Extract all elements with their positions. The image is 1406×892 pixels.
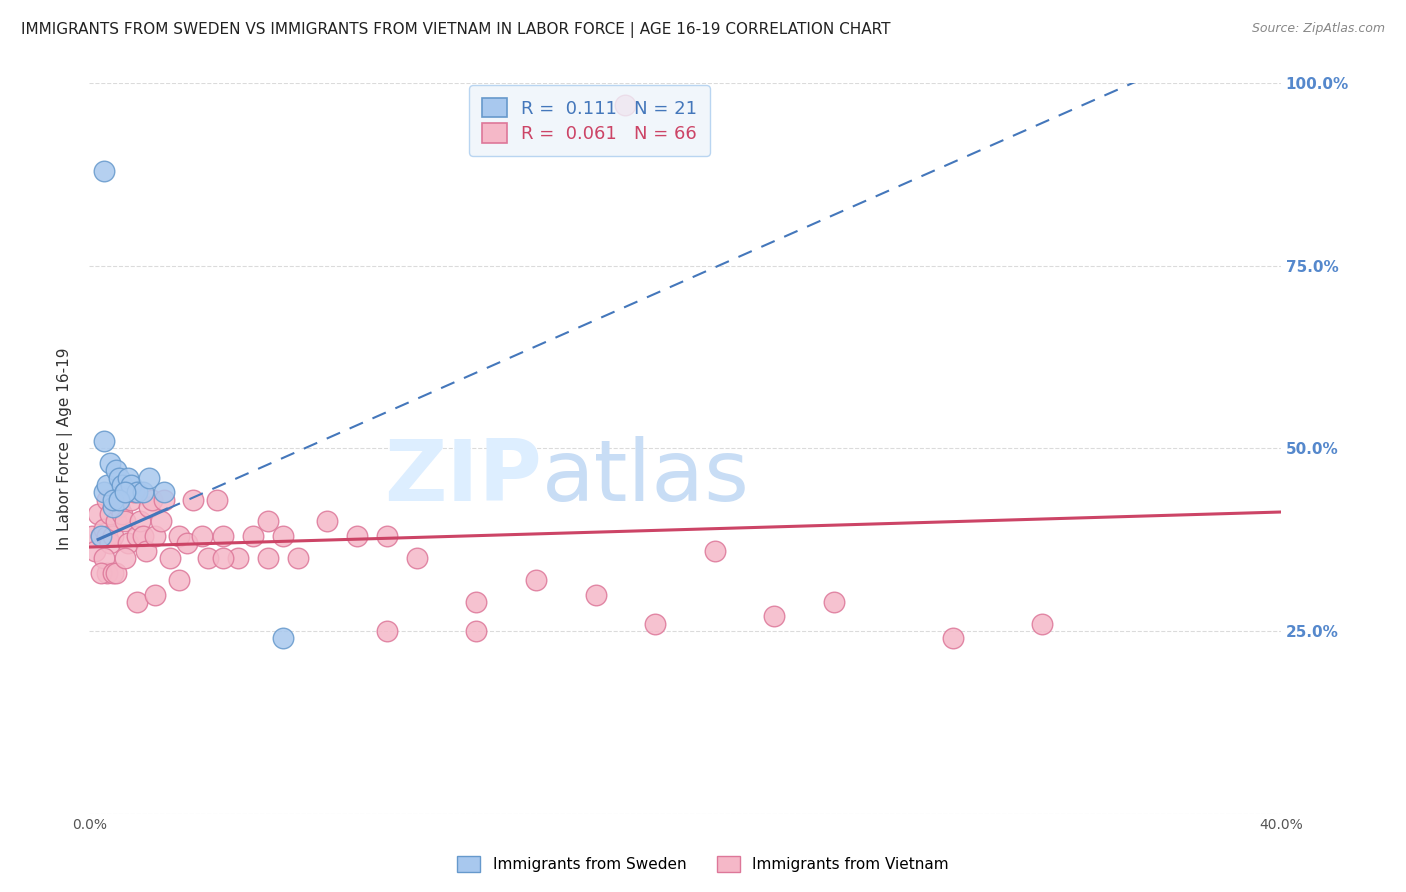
Point bbox=[104, 515, 127, 529]
Point bbox=[101, 529, 124, 543]
Point bbox=[257, 515, 280, 529]
Text: IMMIGRANTS FROM SWEDEN VS IMMIGRANTS FROM VIETNAM IN LABOR FORCE | AGE 16-19 COR: IMMIGRANTS FROM SWEDEN VS IMMIGRANTS FRO… bbox=[21, 22, 890, 38]
Point bbox=[143, 587, 166, 601]
Point bbox=[93, 485, 115, 500]
Point bbox=[98, 456, 121, 470]
Point bbox=[125, 595, 148, 609]
Point bbox=[96, 478, 118, 492]
Point bbox=[108, 500, 131, 514]
Point bbox=[159, 551, 181, 566]
Point bbox=[271, 632, 294, 646]
Point bbox=[125, 485, 148, 500]
Point bbox=[212, 551, 235, 566]
Point bbox=[101, 492, 124, 507]
Point bbox=[152, 492, 174, 507]
Point bbox=[176, 536, 198, 550]
Point bbox=[90, 529, 112, 543]
Point bbox=[614, 98, 637, 112]
Point bbox=[132, 529, 155, 543]
Point bbox=[524, 573, 547, 587]
Point bbox=[644, 616, 666, 631]
Point bbox=[143, 529, 166, 543]
Text: ZIP: ZIP bbox=[384, 436, 541, 519]
Point bbox=[111, 478, 134, 492]
Point bbox=[152, 485, 174, 500]
Point bbox=[287, 551, 309, 566]
Point bbox=[823, 595, 845, 609]
Point bbox=[316, 515, 339, 529]
Point bbox=[465, 595, 488, 609]
Point bbox=[93, 522, 115, 536]
Point bbox=[117, 536, 139, 550]
Point bbox=[346, 529, 368, 543]
Point bbox=[763, 609, 786, 624]
Point bbox=[132, 485, 155, 500]
Point bbox=[96, 529, 118, 543]
Legend: R =  0.111   N = 21, R =  0.061   N = 66: R = 0.111 N = 21, R = 0.061 N = 66 bbox=[470, 85, 710, 155]
Point bbox=[114, 551, 136, 566]
Point bbox=[101, 500, 124, 514]
Point bbox=[703, 543, 725, 558]
Point bbox=[167, 529, 190, 543]
Point bbox=[375, 624, 398, 638]
Point bbox=[114, 485, 136, 500]
Point bbox=[128, 515, 150, 529]
Point bbox=[149, 515, 172, 529]
Point bbox=[96, 566, 118, 580]
Point bbox=[141, 492, 163, 507]
Point bbox=[87, 507, 110, 521]
Point bbox=[90, 566, 112, 580]
Point bbox=[138, 500, 160, 514]
Point bbox=[585, 587, 607, 601]
Text: Source: ZipAtlas.com: Source: ZipAtlas.com bbox=[1251, 22, 1385, 36]
Point bbox=[138, 471, 160, 485]
Point bbox=[242, 529, 264, 543]
Point bbox=[465, 624, 488, 638]
Point bbox=[90, 529, 112, 543]
Point bbox=[96, 492, 118, 507]
Point bbox=[212, 529, 235, 543]
Point bbox=[93, 551, 115, 566]
Point bbox=[117, 471, 139, 485]
Point bbox=[93, 434, 115, 449]
Point bbox=[82, 529, 104, 543]
Point bbox=[104, 463, 127, 477]
Point bbox=[104, 566, 127, 580]
Point bbox=[111, 507, 134, 521]
Point bbox=[114, 485, 136, 500]
Point bbox=[135, 543, 157, 558]
Y-axis label: In Labor Force | Age 16-19: In Labor Force | Age 16-19 bbox=[58, 347, 73, 549]
Point bbox=[108, 492, 131, 507]
Point bbox=[98, 507, 121, 521]
Point bbox=[125, 529, 148, 543]
Point bbox=[375, 529, 398, 543]
Point bbox=[207, 492, 229, 507]
Point bbox=[120, 492, 142, 507]
Point bbox=[122, 485, 145, 500]
Point bbox=[183, 492, 205, 507]
Point bbox=[405, 551, 427, 566]
Point bbox=[271, 529, 294, 543]
Point bbox=[120, 478, 142, 492]
Point bbox=[191, 529, 214, 543]
Point bbox=[98, 536, 121, 550]
Text: atlas: atlas bbox=[541, 436, 749, 519]
Point bbox=[114, 515, 136, 529]
Legend: Immigrants from Sweden, Immigrants from Vietnam: Immigrants from Sweden, Immigrants from … bbox=[450, 848, 956, 880]
Point bbox=[101, 566, 124, 580]
Point bbox=[167, 573, 190, 587]
Point bbox=[108, 471, 131, 485]
Point bbox=[257, 551, 280, 566]
Point bbox=[197, 551, 219, 566]
Point bbox=[93, 164, 115, 178]
Point bbox=[942, 632, 965, 646]
Point bbox=[226, 551, 249, 566]
Point bbox=[84, 543, 107, 558]
Point bbox=[1031, 616, 1053, 631]
